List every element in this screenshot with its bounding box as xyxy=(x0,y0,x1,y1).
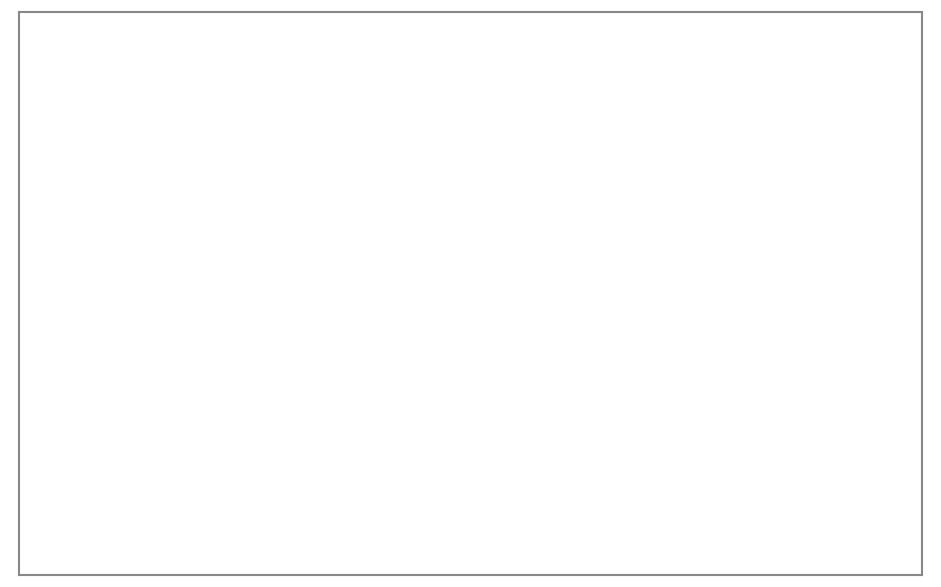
Bar xyxy=(587,201,650,528)
Text: 854: 854 xyxy=(140,201,175,220)
Bar xyxy=(126,221,189,528)
Bar xyxy=(357,211,420,528)
Text: perfect score: perfect score xyxy=(86,134,190,149)
Text: 859: 859 xyxy=(256,195,290,213)
Bar xyxy=(241,215,305,528)
Text: 857: 857 xyxy=(717,198,751,215)
Text: 867: 867 xyxy=(832,185,867,204)
Text: 852: 852 xyxy=(486,204,520,222)
Bar xyxy=(818,205,881,528)
Bar xyxy=(702,217,766,528)
Text: 871: 871 xyxy=(601,181,636,198)
Text: Figure 1. Average score of an admitted Jones student, 2010-2011 to 2016-2017: Figure 1. Average score of an admitted J… xyxy=(40,73,844,91)
Text: 862: 862 xyxy=(371,191,406,210)
Bar xyxy=(471,224,535,528)
